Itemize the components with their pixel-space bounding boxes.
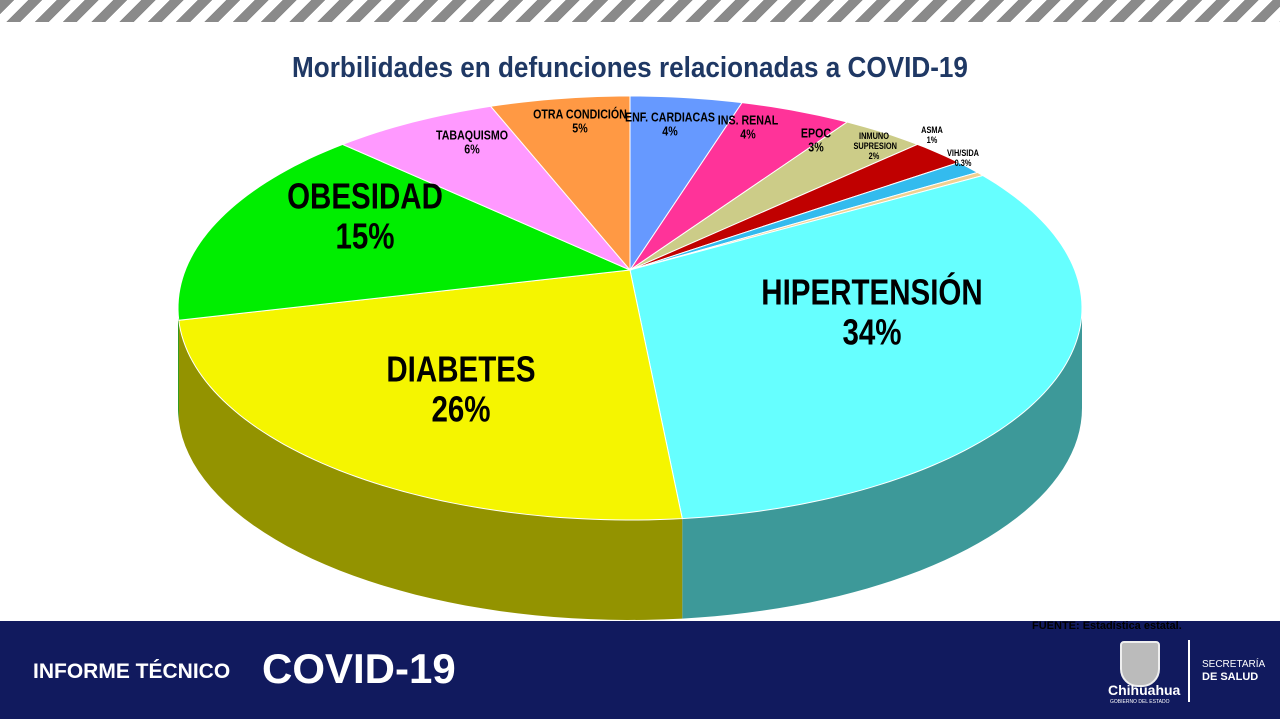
slice-diabetes (178, 269, 683, 521)
slice-tabaquismo (341, 105, 631, 271)
slice-otra-condici-n (489, 95, 631, 272)
label-epoc: EPOC 3% (800, 125, 832, 155)
state-shield-icon (1120, 641, 1160, 687)
report-label: INFORME TÉCNICO (33, 660, 231, 683)
label-asma: ASMA 1% (921, 125, 943, 145)
footer-bar (0, 621, 1280, 719)
slice-epoc (629, 121, 919, 271)
slice-obesidad (177, 143, 632, 321)
pie-chart (177, 95, 1083, 620)
report-topic: COVID-19 (262, 645, 456, 692)
slice-hipertensi-n (629, 174, 1083, 520)
slice-ins-renal (629, 102, 849, 271)
label-vih: VIH/SIDA 0.3% (947, 148, 979, 168)
label-diabetes: DIABETES 26% (386, 348, 536, 429)
salud-label: DE SALUD (1202, 671, 1259, 683)
label-enf-cardiacas: ENF. CARDIACAS 4% (624, 109, 716, 139)
header-stripes (0, 0, 1280, 22)
label-hipertension: HIPERTENSIÓN 34% (761, 271, 983, 352)
label-otra: OTRA CONDICIÓN 5% (533, 106, 627, 136)
state-gov: GOBIERNO DEL ESTADO (1110, 699, 1170, 705)
slice-inmuno-supresion (629, 143, 961, 271)
chart-title: Morbilidades en defunciones relacionadas… (292, 52, 968, 84)
slice-side-7 (178, 320, 683, 620)
label-obesidad: OBESIDAD 15% (287, 175, 443, 256)
slice-enf-cardiacas (629, 95, 743, 272)
label-ins-renal: INS. RENAL 4% (717, 112, 779, 142)
label-tabaquismo: TABAQUISMO 6% (435, 127, 509, 157)
source-note: FUENTE: Estadística estatal. (1032, 620, 1182, 632)
slice-side-8 (178, 308, 179, 421)
slice-side-6 (682, 308, 1082, 619)
secretaria-label: SECRETARÍA (1202, 659, 1266, 670)
footer-divider (1188, 640, 1190, 702)
label-inmuno: INMUNO SUPRESION 2% (853, 131, 897, 161)
state-name: Chihuahua (1108, 682, 1181, 698)
